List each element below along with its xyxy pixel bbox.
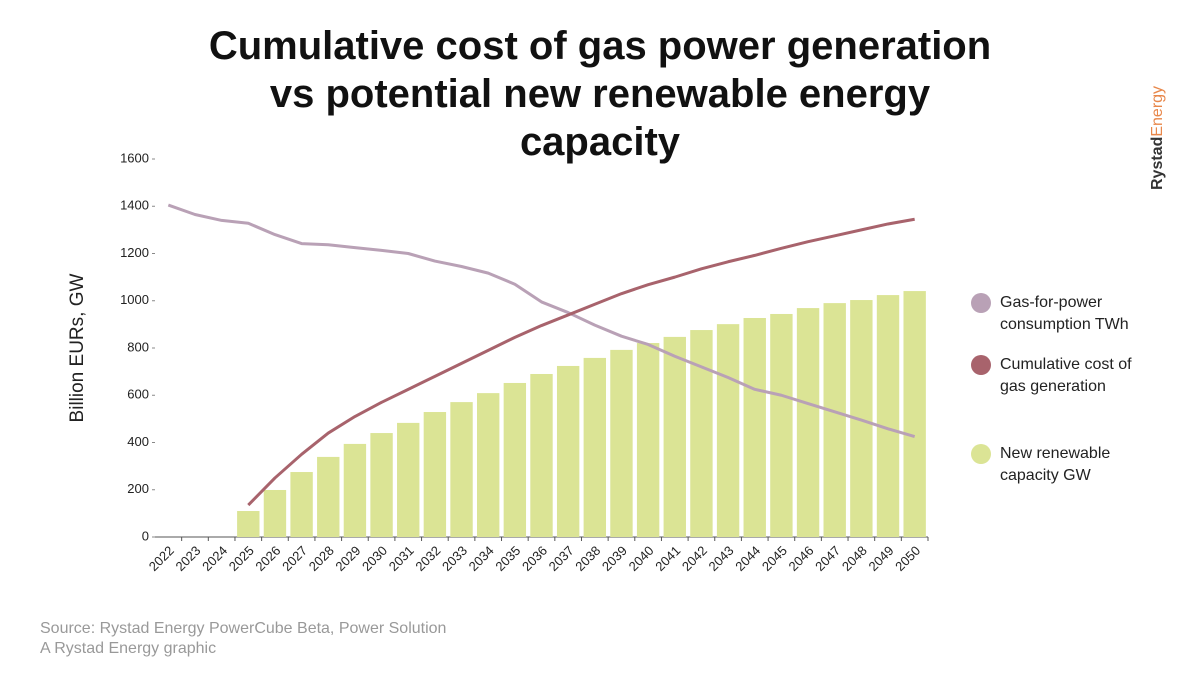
bar [796, 308, 820, 537]
x-tick-label: 2047 [812, 543, 843, 574]
bar [450, 402, 473, 537]
y-tick-label: 600 [127, 387, 149, 402]
y-tick-label: 1400 [120, 198, 149, 213]
bar [583, 357, 607, 537]
bar [903, 291, 926, 537]
x-tick-label: 2045 [759, 543, 790, 574]
x-tick-label: 2038 [572, 543, 603, 574]
source: Source: Rystad Energy PowerCube Beta, Po… [40, 620, 447, 637]
line [167, 203, 916, 439]
x-tick-label: 2025 [226, 543, 257, 574]
bar [823, 303, 846, 537]
x-tick-label: 2041 [652, 543, 683, 574]
x-tick-label: 2043 [706, 543, 737, 574]
x-tick-label: 2049 [866, 543, 897, 574]
bar [343, 443, 367, 537]
credit: A Rystad Energy graphic [40, 640, 217, 657]
bar [237, 511, 260, 537]
bar [556, 365, 580, 537]
y-tick-label: 1600 [120, 150, 149, 165]
x-tick-label: 2033 [439, 543, 470, 574]
x-tick-label: 2028 [306, 543, 337, 574]
x-tick-label: 2036 [519, 543, 550, 574]
chart-title: Cumulative cost of gas power generation … [208, 24, 992, 164]
x-tick-label: 2022 [146, 543, 177, 574]
y-tick-label: 800 [127, 339, 149, 354]
bar [530, 373, 553, 537]
x-tick-label: 2039 [599, 543, 630, 574]
legend-marker [971, 444, 991, 464]
bar [263, 489, 287, 537]
legend-marker [971, 355, 991, 375]
legend-marker [971, 293, 991, 313]
bar [503, 382, 527, 537]
x-tick-label: 2040 [626, 543, 657, 574]
x-tick-label: 2044 [732, 543, 763, 574]
bar [370, 433, 393, 537]
x-tick-label: 2030 [359, 543, 390, 574]
x-tick-label: 2035 [492, 543, 523, 574]
x-tick-label: 2027 [279, 543, 310, 574]
x-tick-label: 2031 [386, 543, 417, 574]
legend-label: Cumulative cost of gas generation [1000, 356, 1132, 395]
x-tick-label: 2026 [252, 543, 283, 574]
bar [290, 472, 313, 537]
y-tick-label: 200 [127, 481, 149, 496]
x-tick-label: 2024 [199, 543, 230, 574]
bar [663, 336, 686, 537]
bar [636, 343, 660, 537]
x-tick-label: 2032 [412, 543, 443, 574]
bar [690, 330, 713, 537]
bar [716, 324, 740, 537]
bar [743, 317, 766, 537]
x-tick-label: 2046 [786, 543, 817, 574]
bar [610, 349, 633, 537]
bar [397, 422, 420, 537]
y-axis-label: Billion EURs, GW [67, 274, 88, 423]
y-tick-label: 400 [127, 434, 149, 449]
bar [770, 313, 793, 537]
x-tick-label: 2029 [332, 543, 363, 574]
brand-part: Energy [1149, 86, 1166, 137]
x-tick-label: 2050 [892, 543, 923, 574]
legend-label: Gas-for-power consumption TWh [1000, 294, 1129, 333]
bar [423, 412, 447, 537]
x-tick-label: 2042 [679, 543, 710, 574]
x-tick-label: 2034 [466, 543, 497, 574]
legend-label: New renewable capacity GW [1000, 445, 1111, 484]
x-tick-label: 2023 [172, 543, 203, 574]
bar [476, 393, 500, 537]
brand: RystadEnergy [1149, 86, 1166, 190]
brand-part: Rystad [1149, 137, 1166, 190]
line [247, 217, 915, 507]
y-tick-label: 0 [142, 528, 149, 543]
x-tick-label: 2048 [839, 543, 870, 574]
bar [317, 456, 340, 537]
bar [876, 295, 900, 537]
y-tick-label: 1000 [120, 292, 149, 307]
x-tick-label: 2037 [546, 543, 577, 574]
y-tick-label: 1200 [120, 245, 149, 260]
